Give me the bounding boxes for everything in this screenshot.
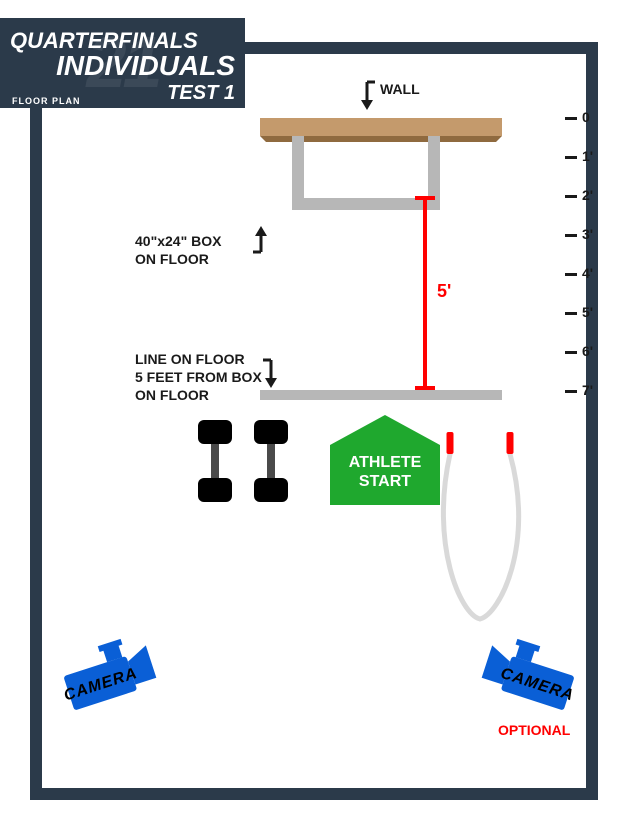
- floor-plan-diagram: 21 QUARTERFINALS INDIVIDUALS FLOOR PLAN …: [0, 0, 625, 818]
- optional-label: OPTIONAL: [498, 722, 570, 738]
